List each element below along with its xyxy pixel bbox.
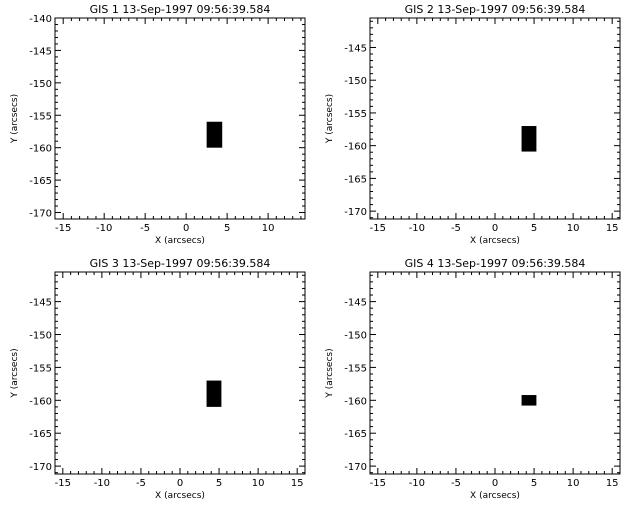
x-tick-label: 10 — [567, 223, 580, 234]
y-tick-label: -155 — [29, 363, 52, 374]
y-tick-label: -145 — [344, 298, 367, 309]
y-tick-label: -145 — [29, 46, 52, 57]
data-rectangle — [206, 121, 223, 148]
y-tick-label: -165 — [344, 174, 367, 185]
x-tick-label: 10 — [567, 478, 580, 489]
y-tick-label: -140 — [29, 14, 52, 25]
y-tick-label: -155 — [29, 111, 52, 122]
y-tick-label: -160 — [29, 396, 52, 407]
x-tick-label: 5 — [216, 478, 222, 489]
y-tick-label: -160 — [29, 144, 52, 155]
y-tick-label: -145 — [344, 43, 367, 54]
y-tick-label: -170 — [29, 209, 52, 220]
x-tick-label: -5 — [451, 223, 461, 234]
x-tick-label: -10 — [96, 223, 112, 234]
x-tick-label: 15 — [606, 478, 619, 489]
y-axis-label: Y (arcsecs) — [10, 348, 20, 398]
x-tick-label: -5 — [140, 223, 150, 234]
x-axis-label: X (arcsecs) — [155, 236, 205, 246]
panel-title: GIS 4 13-Sep-1997 09:56:39.584 — [405, 257, 586, 270]
x-axis-label: X (arcsecs) — [470, 491, 520, 501]
x-tick-label: 10 — [252, 478, 265, 489]
x-axis-label: X (arcsecs) — [470, 236, 520, 246]
data-rectangle — [521, 395, 537, 406]
y-axis-label: Y (arcsecs) — [325, 94, 335, 144]
data-rectangle — [206, 380, 222, 407]
y-axis-label: Y (arcsecs) — [10, 94, 20, 144]
x-tick-label: -15 — [55, 223, 71, 234]
y-tick-label: -150 — [29, 79, 52, 90]
gis-panel-1: GIS 1 13-Sep-1997 09:56:39.584 -15 -10 -5 0 5… — [10, 3, 306, 246]
gis-panel-4: GIS 4 13-Sep-1997 09:56:39.584 -15 -10 -5 0 5… — [325, 257, 621, 501]
x-tick-label: 5 — [531, 223, 537, 234]
plot-frame — [54, 17, 306, 220]
y-tick-label: -165 — [29, 176, 52, 187]
x-tick-label: 0 — [177, 478, 183, 489]
plot-frame — [369, 271, 621, 475]
gis-panel-2: GIS 2 13-Sep-1997 09:56:39.584 -15 -10 -5 0 5… — [325, 3, 621, 246]
y-tick-label: -155 — [344, 363, 367, 374]
data-rectangle — [521, 126, 537, 152]
y-tick-label: -150 — [344, 76, 367, 87]
x-tick-label: -10 — [409, 478, 425, 489]
y-tick-label: -170 — [344, 462, 367, 473]
y-tick-label: -150 — [344, 331, 367, 342]
x-tick-label: -15 — [55, 478, 71, 489]
x-tick-label: 15 — [291, 478, 304, 489]
y-tick-label: -160 — [344, 396, 367, 407]
panel-title: GIS 2 13-Sep-1997 09:56:39.584 — [405, 3, 586, 16]
y-tick-label: -155 — [344, 109, 367, 120]
x-tick-label: 5 — [531, 478, 537, 489]
y-axis-label: Y (arcsecs) — [325, 348, 335, 398]
x-tick-label: -5 — [136, 478, 146, 489]
y-tick-label: -145 — [29, 298, 52, 309]
plot-frame — [369, 17, 621, 220]
x-axis-label: X (arcsecs) — [155, 491, 205, 501]
x-tick-label: 5 — [224, 223, 230, 234]
x-tick-label: -15 — [370, 478, 386, 489]
x-tick-label: -15 — [370, 223, 386, 234]
plot-frame — [54, 271, 306, 475]
panel-title: GIS 3 13-Sep-1997 09:56:39.584 — [90, 257, 271, 270]
y-tick-label: -165 — [344, 429, 367, 440]
y-tick-label: -150 — [29, 331, 52, 342]
panel-title: GIS 1 13-Sep-1997 09:56:39.584 — [90, 3, 271, 16]
x-tick-label: 15 — [606, 223, 619, 234]
x-tick-label: -5 — [451, 478, 461, 489]
y-tick-label: -170 — [29, 462, 52, 473]
x-tick-label: 0 — [492, 223, 498, 234]
y-tick-label: -165 — [29, 429, 52, 440]
x-tick-label: 10 — [262, 223, 275, 234]
x-tick-label: 0 — [492, 478, 498, 489]
y-tick-label: -160 — [344, 142, 367, 153]
x-tick-label: -10 — [409, 223, 425, 234]
gis-panel-3: GIS 3 13-Sep-1997 09:56:39.584 -15 -10 -5 0 5… — [10, 257, 306, 501]
x-tick-label: 0 — [183, 223, 189, 234]
y-tick-label: -170 — [344, 207, 367, 218]
x-tick-label: -10 — [94, 478, 110, 489]
